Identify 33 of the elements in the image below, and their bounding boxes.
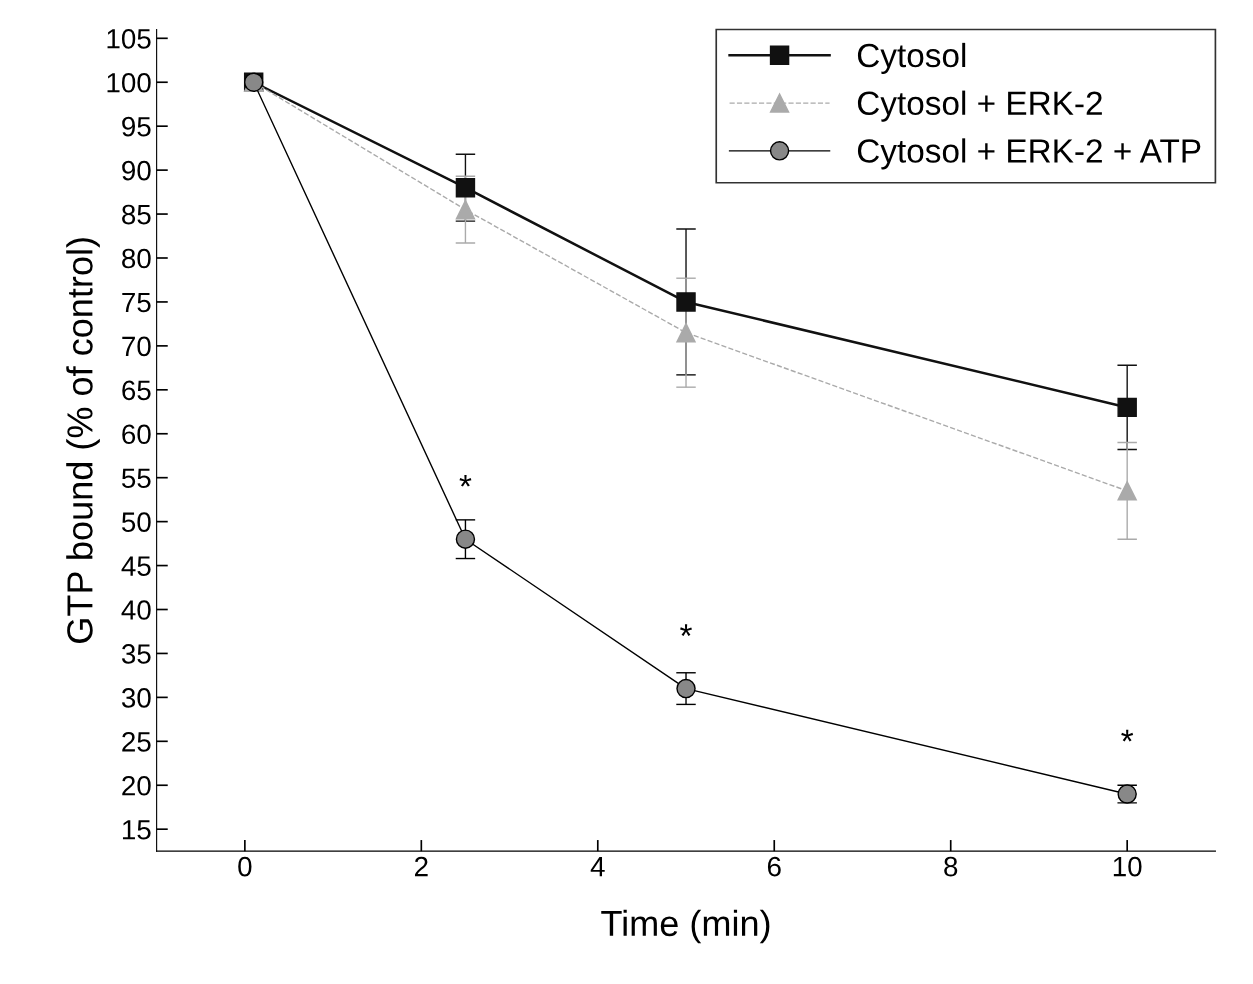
y-tick-label: 85 <box>122 204 151 225</box>
y-tick-label: 60 <box>122 424 151 445</box>
y-tick-label: 40 <box>121 600 151 620</box>
legend-label: Cytosol <box>857 42 966 74</box>
y-tick-label: 95 <box>122 116 151 137</box>
annotation: * <box>1121 729 1134 742</box>
x-tick-label: 8 <box>944 856 958 877</box>
legend-label: Cytosol + ERK-2 + ATP <box>857 138 1201 170</box>
y-tick-label: 70 <box>122 336 151 357</box>
y-axis-title: GTP bound (% of control) <box>66 238 100 643</box>
y-tick-label: 105 <box>107 28 151 49</box>
x-tick-label: 10 <box>1113 856 1142 877</box>
legend-label: Cytosol + ERK-2 <box>857 90 1102 122</box>
annotation: * <box>680 624 692 636</box>
annotation: * <box>459 474 472 487</box>
y-tick-label: 65 <box>122 380 151 401</box>
y-tick-label: 30 <box>121 688 151 708</box>
y-tick-label: 45 <box>121 556 151 576</box>
y-tick-label: 55 <box>121 468 151 489</box>
y-tick-label: 75 <box>122 292 151 313</box>
y-tick-label: 50 <box>121 512 151 532</box>
y-tick-label: 15 <box>122 820 151 840</box>
x-tick-label: 6 <box>767 856 781 877</box>
y-tick-label: 25 <box>122 731 151 752</box>
y-tick-label: 20 <box>122 775 151 796</box>
y-tick-label: 90 <box>122 160 151 181</box>
y-tick-label: 100 <box>107 72 151 93</box>
y-tick-label: 80 <box>122 248 151 269</box>
x-tick-label: 0 <box>238 856 252 877</box>
x-axis-title: Time (min) <box>601 909 770 944</box>
y-tick-label: 35 <box>121 644 151 664</box>
x-tick-label: 4 <box>590 857 605 877</box>
x-tick-label: 2 <box>415 856 428 877</box>
